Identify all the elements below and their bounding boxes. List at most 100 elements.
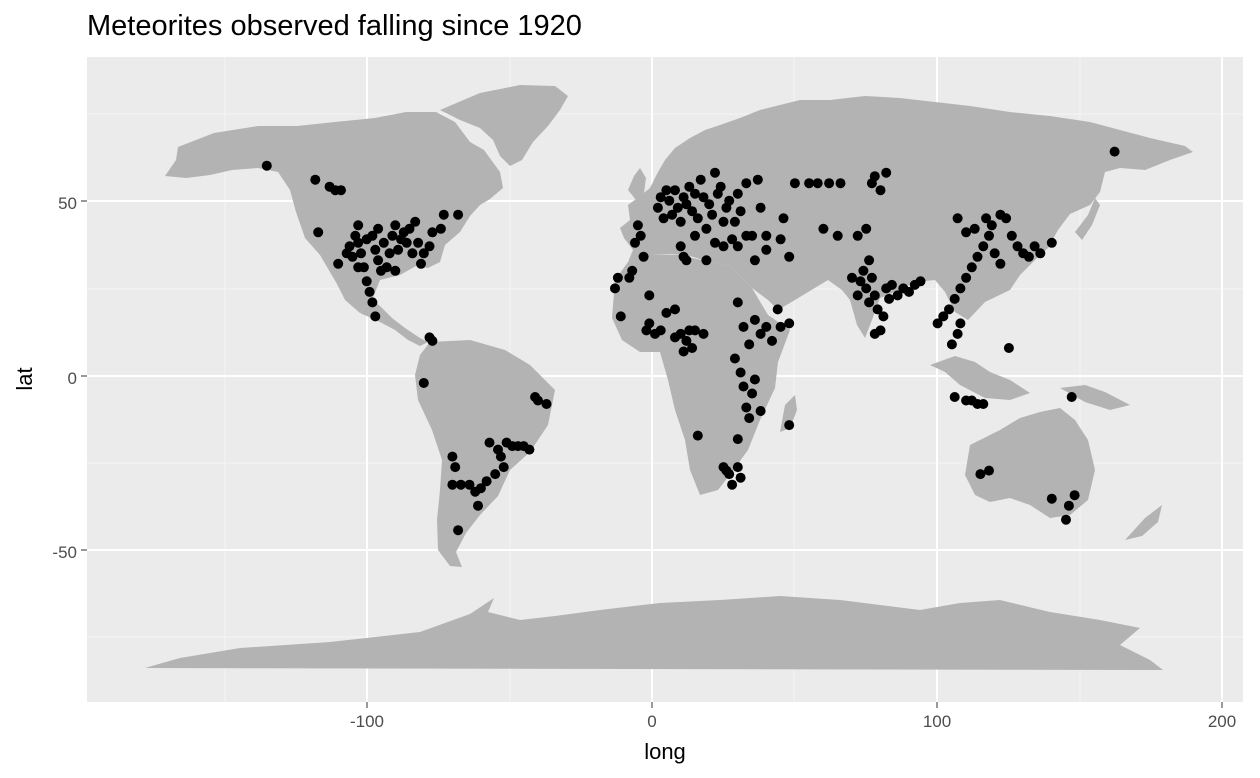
meteorite-point [872, 304, 883, 315]
meteorite-point [1006, 230, 1017, 241]
meteorite-point [775, 234, 786, 245]
meteorite-point [755, 328, 766, 339]
meteorite-point [450, 462, 461, 473]
meteorite-point [630, 237, 640, 248]
meteorite-point [961, 227, 972, 238]
meteorite-point [684, 325, 695, 336]
y-tick-label: 50 [58, 194, 77, 213]
meteorite-point [1035, 248, 1046, 259]
meteorite-point [869, 290, 880, 301]
meteorite-point [749, 374, 760, 385]
meteorite-point [655, 325, 666, 336]
y-axis-title: lat [12, 367, 37, 390]
meteorite-point [932, 318, 943, 329]
meteorite-point [1046, 493, 1057, 504]
meteorite-point [1063, 500, 1074, 511]
y-tick-label: -50 [52, 543, 77, 562]
meteorite-point [707, 209, 718, 220]
meteorite-point [732, 188, 743, 199]
meteorite-point [875, 185, 886, 196]
x-tick-label: -100 [350, 712, 384, 731]
meteorite-point [393, 244, 404, 255]
meteorite-point [1061, 514, 1071, 525]
meteorite-point [1023, 251, 1034, 262]
meteorite-point [784, 251, 795, 262]
x-tick-label: 0 [647, 712, 656, 731]
x-axis: -100 0 100 200 long [350, 702, 1236, 764]
land-greenland [440, 85, 568, 166]
meteorite-point [732, 434, 743, 445]
meteorite-point [961, 272, 972, 283]
meteorite-point [986, 220, 997, 231]
meteorite-point [710, 167, 720, 178]
meteorite-point [261, 160, 272, 171]
meteorite-point [664, 195, 675, 206]
meteorite-point [684, 181, 695, 192]
meteorite-point [367, 297, 378, 308]
meteorite-point [729, 216, 740, 227]
meteorite-point [413, 237, 424, 248]
meteorite-point [652, 202, 663, 213]
meteorite-point [473, 500, 483, 511]
meteorite-point [949, 392, 960, 402]
meteorite-point [333, 258, 344, 269]
meteorite-point [761, 321, 772, 332]
meteorite-point [949, 293, 960, 304]
meteorite-point [866, 272, 877, 283]
meteorite-point [447, 451, 458, 462]
meteorite-point [453, 209, 464, 220]
meteorite-point [752, 174, 763, 185]
meteorite-point [749, 255, 760, 266]
meteorite-point [401, 237, 412, 248]
meteorite-point [864, 297, 875, 308]
meteorite-point [952, 213, 963, 224]
meteorite-point [761, 230, 772, 241]
meteorite-point [661, 185, 672, 196]
meteorite-point [424, 241, 435, 252]
meteorite-point [670, 332, 680, 343]
meteorite-point [418, 378, 429, 388]
meteorite-point [978, 399, 989, 409]
x-tick-label: 200 [1208, 712, 1236, 731]
meteorite-point [533, 395, 543, 406]
meteorite-point [493, 444, 503, 455]
meteorite-point [670, 304, 680, 315]
land-layer [145, 85, 1193, 670]
meteorite-point [861, 283, 872, 294]
meteorite-point [878, 311, 889, 322]
meteorite-point [904, 286, 914, 297]
meteorite-point [670, 185, 680, 196]
meteorite-point [1029, 241, 1040, 252]
meteorite-point [313, 227, 324, 238]
meteorite-point [892, 290, 903, 301]
land-antarctica [145, 596, 1163, 670]
meteorite-point [438, 209, 449, 220]
meteorite-point [832, 230, 843, 241]
meteorite-point [681, 199, 692, 210]
meteorite-point [995, 258, 1006, 269]
meteorite-point [767, 335, 777, 346]
meteorite-point [732, 462, 743, 473]
meteorite-point [481, 476, 492, 487]
meteorite-point [732, 241, 743, 252]
meteorite-point [861, 223, 872, 234]
land-africa [612, 254, 790, 495]
meteorite-point [370, 311, 381, 322]
meteorite-point [969, 223, 980, 234]
meteorite-point [884, 293, 895, 304]
meteorite-point [915, 276, 926, 287]
y-tick-label: 0 [68, 369, 77, 388]
meteorite-point [966, 262, 977, 273]
x-tick-label: 100 [923, 712, 951, 731]
land-new-guinea [1060, 385, 1130, 410]
meteorite-point [658, 213, 669, 224]
meteorite-point [984, 230, 994, 241]
meteorite-point [755, 202, 766, 213]
meteorite-point [667, 209, 678, 220]
meteorite-point [661, 307, 672, 318]
y-axis: -50 0 50 lat [12, 194, 87, 562]
meteorite-point [541, 399, 552, 409]
meteorite-point [678, 346, 689, 357]
meteorite-point [944, 304, 954, 315]
meteorite-point [852, 230, 863, 241]
